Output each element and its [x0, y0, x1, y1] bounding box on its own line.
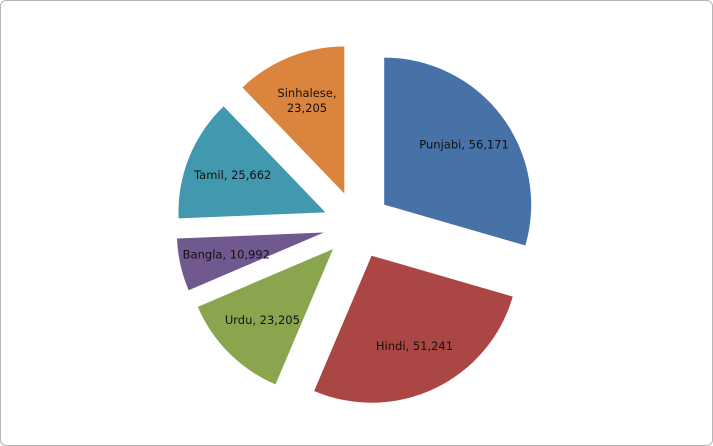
- data-label-bangla: Bangla, 10,992: [183, 248, 270, 262]
- data-label-tamil: Tamil, 25,662: [193, 168, 271, 182]
- pie-slice-tamil: [178, 106, 326, 219]
- pie-slice-bangla: [176, 232, 324, 291]
- data-label-urdu: Urdu, 23,205: [225, 313, 300, 327]
- data-label-hindi: Hindi, 51,241: [376, 339, 453, 353]
- pie-slice-sinhalese: [242, 46, 345, 194]
- pie-slice-urdu: [197, 249, 333, 385]
- data-label-punjabi: Punjabi, 56,171: [419, 138, 509, 152]
- data-label-sinhalese: Sinhalese, 23,205: [277, 86, 336, 115]
- pie-slice-hindi: [314, 255, 513, 403]
- pie-slice-punjabi: [384, 57, 532, 246]
